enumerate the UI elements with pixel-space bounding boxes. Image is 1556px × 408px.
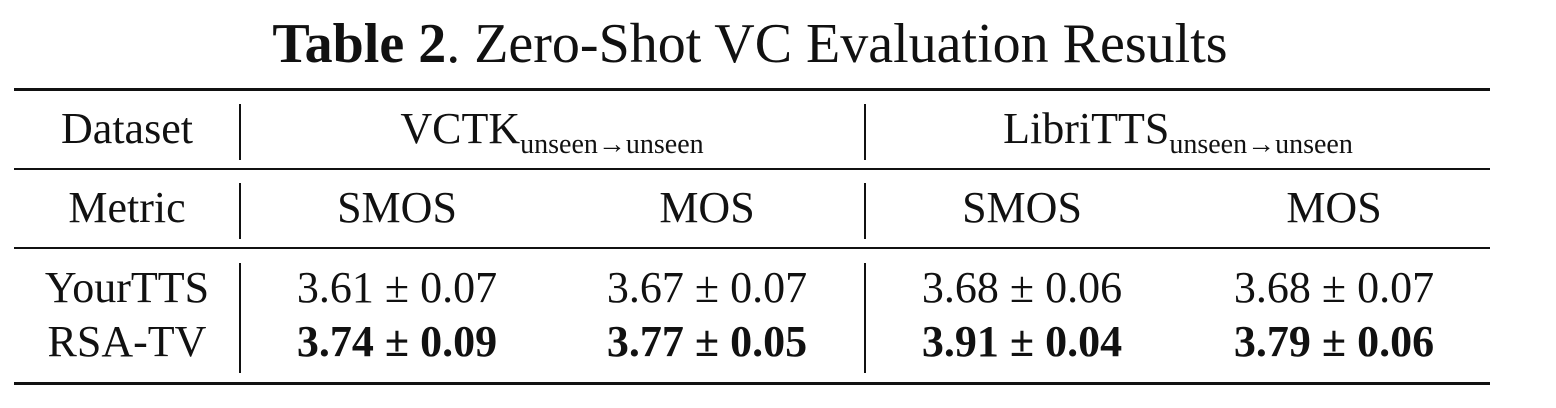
group-name: LibriTTS (1003, 104, 1170, 153)
bottom-rule (14, 382, 1490, 385)
table-cell: 3.68 ± 0.06 (921, 263, 1123, 312)
caption-label: Table 2 (272, 13, 447, 75)
column-divider-left (239, 183, 241, 239)
group-header-vctk: VCTKunseen→unseen (242, 104, 862, 170)
table-cell-best: 3.74 ± 0.09 (296, 317, 498, 366)
column-divider-middle (864, 263, 866, 373)
table-cell: 3.67 ± 0.07 (606, 263, 808, 312)
table-cell-best: 3.77 ± 0.05 (606, 317, 808, 366)
metric-header: Metric (68, 183, 186, 232)
top-rule (14, 88, 1490, 91)
column-divider-middle (864, 104, 866, 160)
mid-rule-1 (14, 168, 1490, 170)
metric-vctk-mos: MOS (659, 183, 755, 232)
metric-libritts-mos: MOS (1286, 183, 1382, 232)
table-caption: Table 2. Zero-Shot VC Evaluation Results (0, 10, 1500, 78)
dataset-header: Dataset (61, 104, 193, 153)
table-cell-best: 3.91 ± 0.04 (921, 317, 1123, 366)
table-cell-best: 3.79 ± 0.06 (1233, 317, 1435, 366)
table-cell: 3.61 ± 0.07 (296, 263, 498, 312)
column-divider-left (239, 263, 241, 373)
mid-rule-2 (14, 247, 1490, 249)
table-cell: 3.68 ± 0.07 (1233, 263, 1435, 312)
group-subscript: unseen→unseen (1169, 129, 1353, 160)
group-subscript: unseen→unseen (520, 129, 704, 160)
metric-libritts-smos: SMOS (962, 183, 1082, 232)
model-name: YourTTS (44, 263, 210, 312)
group-name: VCTK (400, 104, 521, 153)
group-header-libritts: LibriTTSunseen→unseen (866, 104, 1490, 170)
caption-text: . Zero-Shot VC Evaluation Results (446, 13, 1228, 75)
metric-vctk-smos: SMOS (337, 183, 457, 232)
model-name: RSA-TV (47, 317, 207, 366)
column-divider-left (239, 104, 241, 160)
column-divider-middle (864, 183, 866, 239)
